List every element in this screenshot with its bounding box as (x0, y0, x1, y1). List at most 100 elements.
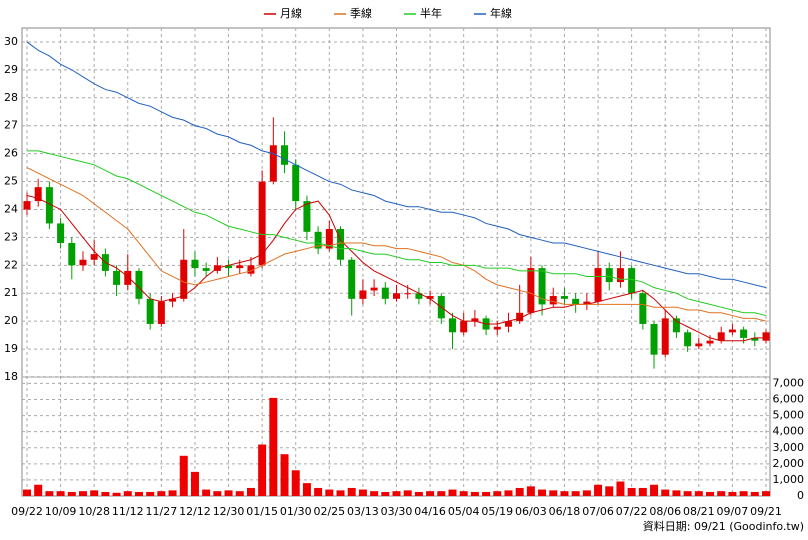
y-tick-label: 30 (4, 35, 18, 48)
x-tick-label: 10/09 (45, 505, 77, 518)
candle-body (34, 187, 42, 202)
volume-bar (67, 491, 76, 496)
volume-bar (549, 490, 558, 496)
candle-body (258, 181, 266, 266)
volume-bar (314, 487, 323, 496)
volume-bar (392, 491, 401, 496)
candle-body (594, 268, 602, 302)
volume-bar (650, 484, 659, 496)
y-tick-label: 18 (4, 370, 18, 383)
volume-bar (627, 487, 636, 496)
legend-label: 半年 (420, 6, 442, 20)
volume-bar (213, 491, 222, 496)
volume-bar (403, 490, 412, 496)
candle-body (527, 268, 535, 313)
volume-bar (526, 486, 535, 496)
moving-average-line (26, 195, 766, 342)
y-tick-label: 21 (4, 286, 18, 299)
volume-bar (493, 491, 502, 496)
volume-bar (560, 491, 569, 496)
x-tick-label: 07/06 (582, 505, 614, 518)
candle-body (325, 229, 333, 249)
volume-bar (504, 490, 513, 496)
candle-body (695, 343, 703, 347)
volume-bar (762, 491, 770, 496)
y2-tick-label: 3,000 (773, 441, 805, 454)
candle-body (157, 301, 165, 324)
candle-body (124, 270, 132, 285)
volume-bar (459, 491, 468, 496)
candle-body (751, 337, 759, 341)
volume-bar (112, 492, 121, 496)
volume-bar (101, 491, 110, 496)
volume-bar (694, 491, 703, 496)
volume-bar (582, 490, 591, 496)
candle-body (180, 259, 188, 299)
volume-bar (56, 491, 65, 496)
volume-bar (302, 483, 311, 496)
candle-body (706, 340, 714, 344)
volume-bar (381, 491, 390, 496)
volume-bar (190, 471, 199, 496)
y-tick-label: 28 (4, 91, 18, 104)
volume-bar (706, 491, 715, 496)
volume-bar (683, 491, 692, 496)
x-tick-label: 10/28 (78, 505, 110, 518)
candle-body (202, 268, 210, 271)
volume-bar (370, 491, 379, 496)
volume-bar (134, 491, 143, 496)
x-tick-label: 06/03 (515, 505, 547, 518)
candle-body (650, 323, 658, 355)
volume-bar (34, 484, 43, 496)
volume-bar (717, 491, 726, 496)
y2-tick-label: 0 (797, 489, 804, 502)
volume-bar (414, 491, 423, 496)
volume-bar (336, 490, 345, 496)
candle-body (68, 242, 76, 266)
candle-body (560, 296, 568, 299)
candle-body (225, 265, 233, 269)
volume-bar (538, 489, 547, 496)
candle-body (460, 321, 468, 333)
candle-body (169, 298, 177, 302)
candle-body (605, 268, 613, 283)
x-tick-label: 05/19 (481, 505, 513, 518)
volume-bar (246, 487, 255, 496)
candle-body (684, 332, 692, 347)
volume-bar (728, 491, 737, 496)
x-tick-label: 01/15 (246, 505, 278, 518)
volume-bar (672, 490, 681, 496)
candle-body (404, 293, 412, 295)
candle-body (448, 318, 456, 333)
volume-bar (280, 454, 289, 496)
candle-body (628, 268, 636, 294)
volume-bar (482, 491, 491, 496)
x-tick-label: 12/30 (213, 505, 245, 518)
volume-bar (426, 491, 435, 496)
volume-bar (258, 444, 267, 496)
candle-body (583, 301, 591, 305)
volume-bar (347, 487, 356, 496)
candle-body (348, 259, 356, 299)
candle-body (146, 298, 154, 324)
volume-bar (123, 491, 132, 496)
y-tick-label: 23 (4, 230, 18, 243)
legend-label: 月線 (280, 6, 302, 20)
x-tick-label: 09/22 (11, 505, 43, 518)
x-tick-label: 12/12 (179, 505, 211, 518)
candle-body (247, 265, 255, 274)
volume-bar (90, 490, 99, 496)
candle-body (504, 321, 512, 327)
candle-body (337, 229, 345, 260)
y-tick-label: 26 (4, 147, 18, 160)
volume-bar (571, 491, 580, 496)
candle-body (135, 270, 143, 299)
volume-bar (224, 490, 233, 496)
candle-body (549, 296, 557, 305)
moving-average-line (27, 150, 767, 317)
x-tick-label: 06/18 (549, 505, 581, 518)
candle-body (717, 332, 725, 341)
y-tick-label: 20 (4, 314, 18, 327)
volume-bar (235, 491, 244, 496)
candle-body (516, 312, 524, 322)
